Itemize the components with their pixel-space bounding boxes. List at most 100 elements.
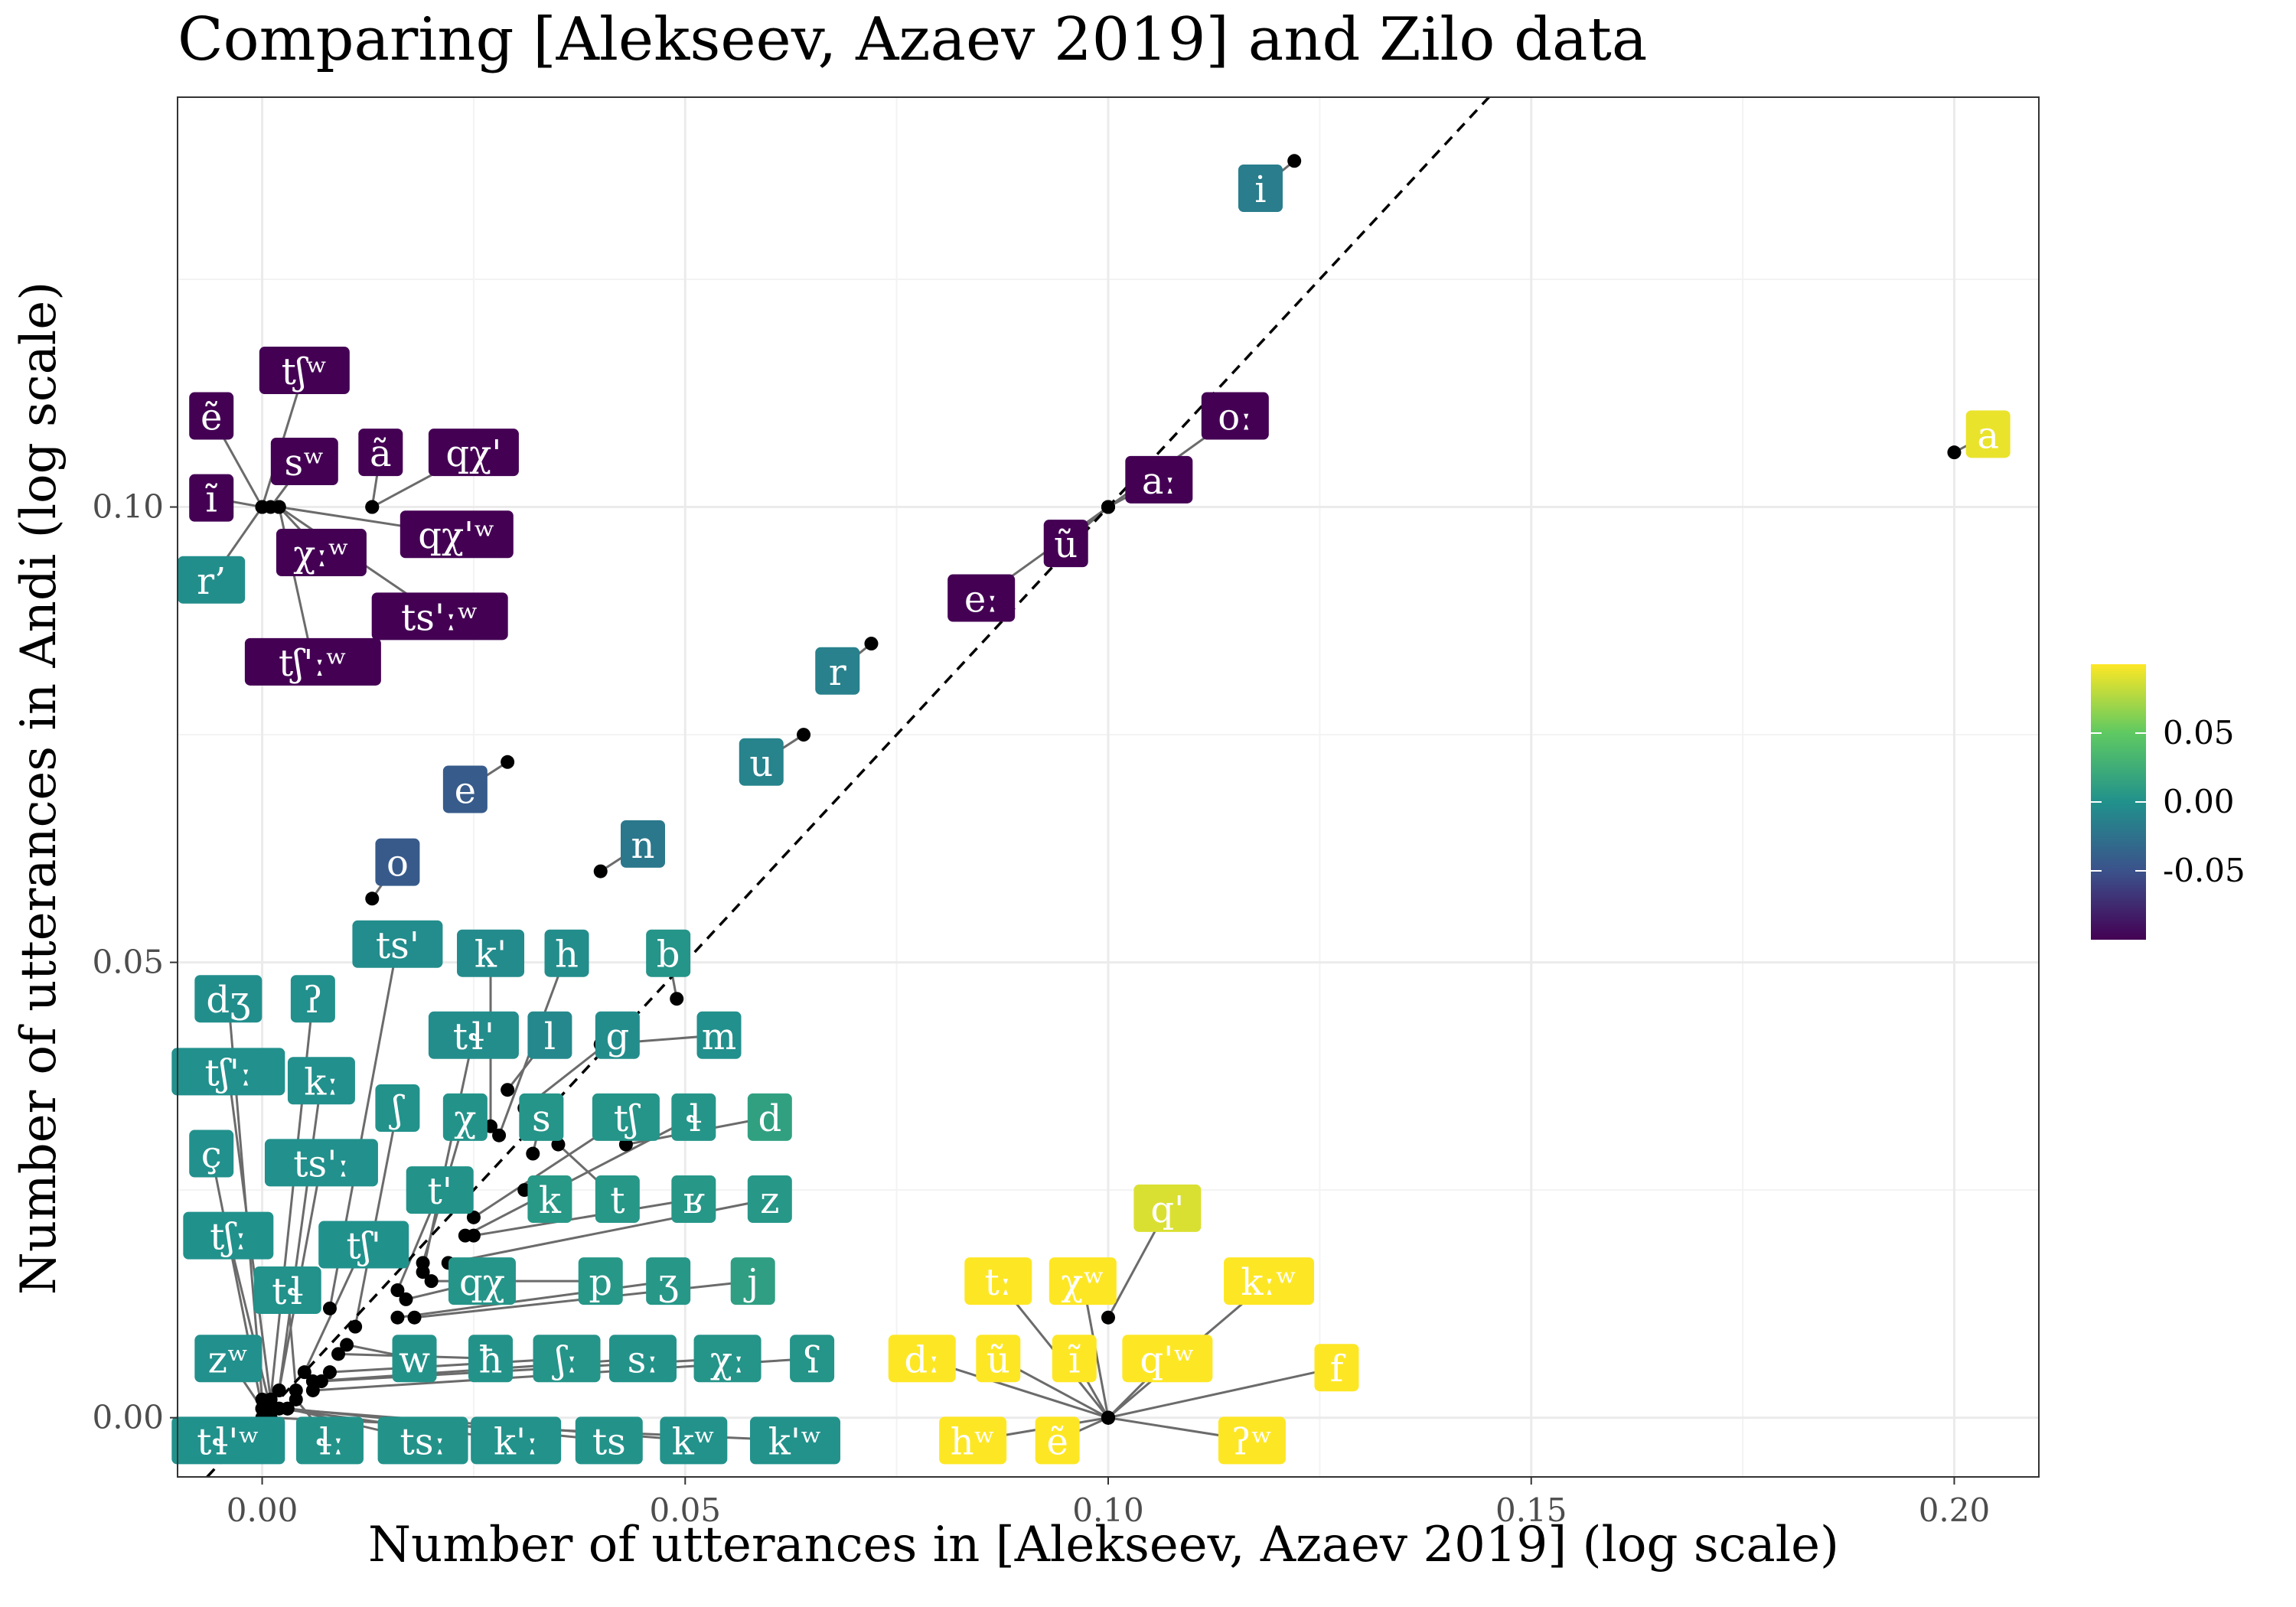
data-point <box>331 1347 346 1361</box>
point-label: ts' <box>352 920 443 968</box>
label-box <box>592 1093 660 1141</box>
point-label: ʃː <box>533 1335 601 1383</box>
label-box <box>468 1335 514 1383</box>
label-box <box>428 1011 519 1059</box>
point-label: ʔʷ <box>1218 1416 1286 1465</box>
label-text: tɬ <box>272 1270 303 1313</box>
label-box <box>1238 165 1283 213</box>
data-point <box>466 1228 481 1243</box>
label-box <box>815 647 860 695</box>
label-text: hʷ <box>951 1420 996 1463</box>
label-box <box>1049 1257 1117 1305</box>
label-box <box>448 1257 516 1305</box>
label-box <box>1125 455 1193 504</box>
label-text: tʃ <box>614 1097 641 1140</box>
label-box <box>457 929 525 977</box>
label-text: ʃ <box>389 1088 405 1131</box>
leader-line <box>354 1107 399 1327</box>
label-box <box>392 1335 437 1383</box>
label-box <box>400 510 514 559</box>
point-label: kʷ <box>660 1416 728 1465</box>
point-label: χː <box>693 1335 762 1383</box>
label-box <box>189 474 234 522</box>
label-text: tː <box>985 1261 1012 1304</box>
label-text: w <box>399 1338 430 1381</box>
point-label: r <box>815 647 860 695</box>
label-text: aː <box>1142 460 1176 503</box>
label-text: o <box>386 843 409 885</box>
point-label: ɬ <box>671 1093 716 1141</box>
data-point <box>1101 500 1115 514</box>
point-label: χʷ <box>1049 1257 1117 1305</box>
label-box <box>575 1416 643 1465</box>
x-tick-label: 0.15 <box>1495 1491 1567 1529</box>
point-label: ẽ <box>1035 1416 1080 1465</box>
leader-line <box>397 1279 669 1319</box>
point-label: oː <box>1201 392 1269 440</box>
label-text: ʔ <box>303 979 323 1022</box>
label-text: oː <box>1218 396 1252 439</box>
label-text: tsː <box>400 1420 446 1463</box>
point-label: tsː <box>377 1416 468 1465</box>
label-box <box>660 1416 728 1465</box>
label-text: ʃː <box>552 1338 578 1381</box>
y-tick-label: 0.00 <box>92 1399 164 1436</box>
label-box <box>375 838 420 886</box>
label-box <box>578 1257 623 1305</box>
point-label: ʒ <box>646 1257 691 1305</box>
label-text: ũ <box>987 1338 1010 1381</box>
label-box <box>739 738 784 786</box>
label-box <box>527 1175 572 1224</box>
point-label: qχ' <box>428 429 519 477</box>
label-box <box>747 1175 792 1224</box>
point-label: b <box>646 929 691 977</box>
label-box <box>264 1139 378 1187</box>
data-point <box>526 1146 540 1161</box>
label-text: l <box>544 1015 556 1058</box>
data-point <box>255 500 269 514</box>
label-text: ĩ <box>1068 1338 1081 1381</box>
label-text: tʃ'ː <box>204 1051 252 1094</box>
point-label: r’ <box>178 556 246 604</box>
label-text: f <box>1330 1348 1346 1390</box>
label-box <box>749 1416 840 1465</box>
leader-line <box>227 1235 272 1410</box>
point-label: t <box>595 1175 640 1224</box>
data-point <box>305 1383 320 1397</box>
point-label: ũ <box>976 1335 1021 1383</box>
label-box <box>646 1257 691 1305</box>
point-labels: a i oː aː ũ eː r u e n o ẽ tʃʷ sʷ ã qχ' ĩ qχ'ʷ χːʷ r’ ts'ːʷ t… <box>171 165 2011 1465</box>
point-label: ʁ <box>671 1175 716 1224</box>
label-text: tʃʷ <box>282 350 328 393</box>
y-tick-label: 0.10 <box>92 488 164 526</box>
label-text: ʔʷ <box>1231 1420 1273 1463</box>
label-box <box>194 975 263 1023</box>
label-text: tʃ'ːʷ <box>279 642 347 685</box>
identity-line <box>206 96 1490 1478</box>
point-label: ẽ <box>189 392 234 440</box>
data-point <box>289 1392 303 1407</box>
data-point <box>1287 154 1302 168</box>
label-text: ts <box>592 1420 626 1463</box>
point-label: qχ'ʷ <box>400 510 514 559</box>
label-text: zʷ <box>208 1338 249 1381</box>
label-box <box>939 1416 1007 1465</box>
label-box <box>671 1175 716 1224</box>
label-box <box>318 1221 409 1269</box>
point-label: ʃ <box>375 1084 420 1133</box>
label-text: ħ <box>479 1338 503 1381</box>
label-box <box>696 1011 742 1059</box>
label-box <box>1965 410 2011 458</box>
label-text: s <box>532 1097 551 1140</box>
data-point <box>501 1083 515 1097</box>
point-label: tʃː <box>183 1211 274 1260</box>
point-label: u <box>739 738 784 786</box>
point-label: i <box>1238 165 1283 213</box>
label-text: tʃː <box>210 1216 247 1259</box>
label-box <box>290 975 335 1023</box>
label-box <box>178 556 246 604</box>
leader-line <box>278 1081 323 1391</box>
colorbar-ticks: -0.05 0.00 0.05 <box>2091 714 2245 889</box>
point-label: ʔ <box>290 975 335 1023</box>
point-label: g <box>595 1011 640 1059</box>
